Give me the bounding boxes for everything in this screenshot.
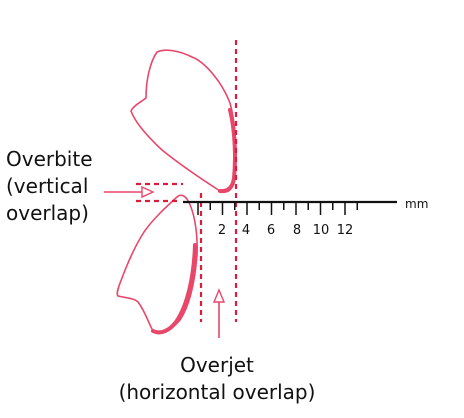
tick-label: 8 bbox=[293, 223, 301, 238]
overbite-label-line: Overbite bbox=[6, 147, 93, 171]
lower-incisor-labial-edge bbox=[151, 243, 197, 335]
overjet-label: Overjet (horizontal overlap) bbox=[119, 353, 316, 404]
overbite-arrow bbox=[104, 185, 155, 199]
mm-scale-ticks bbox=[197, 202, 358, 215]
mm-unit-label: mm bbox=[405, 197, 428, 211]
overjet-arrow bbox=[212, 288, 226, 338]
mm-scale: 2 4 6 8 10 12 mm bbox=[183, 197, 428, 238]
tick-label: 10 bbox=[313, 223, 330, 238]
upper-incisor-labial-edge bbox=[218, 108, 237, 194]
overbite-label-line: overlap) bbox=[6, 201, 89, 225]
overbite-label-line: (vertical bbox=[6, 174, 88, 198]
tick-label: 12 bbox=[337, 223, 354, 238]
tick-label: 4 bbox=[242, 223, 250, 238]
overjet-label-line: Overjet bbox=[180, 353, 254, 377]
overjet-label-line: (horizontal overlap) bbox=[119, 380, 316, 404]
tick-label: 2 bbox=[218, 223, 226, 238]
upper-incisor bbox=[130, 49, 237, 193]
lower-incisor bbox=[116, 194, 198, 334]
overbite-label: Overbite (vertical overlap) bbox=[6, 147, 93, 225]
mm-scale-tick-labels: 2 4 6 8 10 12 bbox=[218, 223, 353, 238]
tick-label: 6 bbox=[267, 223, 275, 238]
